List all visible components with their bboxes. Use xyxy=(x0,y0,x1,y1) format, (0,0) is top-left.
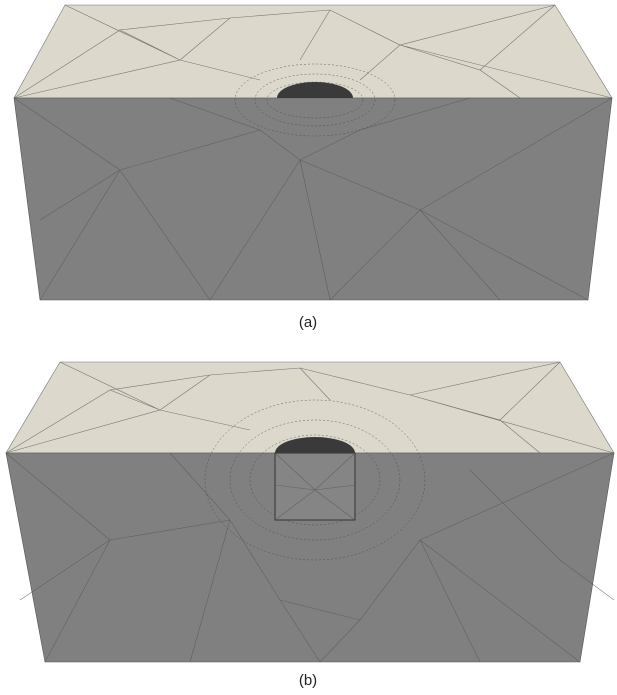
caption: (b) xyxy=(299,672,317,689)
front-face xyxy=(14,98,612,300)
page: {"captions": {"a": "(a)", "b": "(b)"}} (… xyxy=(0,0,617,695)
figure: (a) (b) xyxy=(0,0,617,695)
mesh-a xyxy=(14,5,612,300)
caption: (a) xyxy=(299,314,317,331)
mesh-b xyxy=(6,362,614,662)
